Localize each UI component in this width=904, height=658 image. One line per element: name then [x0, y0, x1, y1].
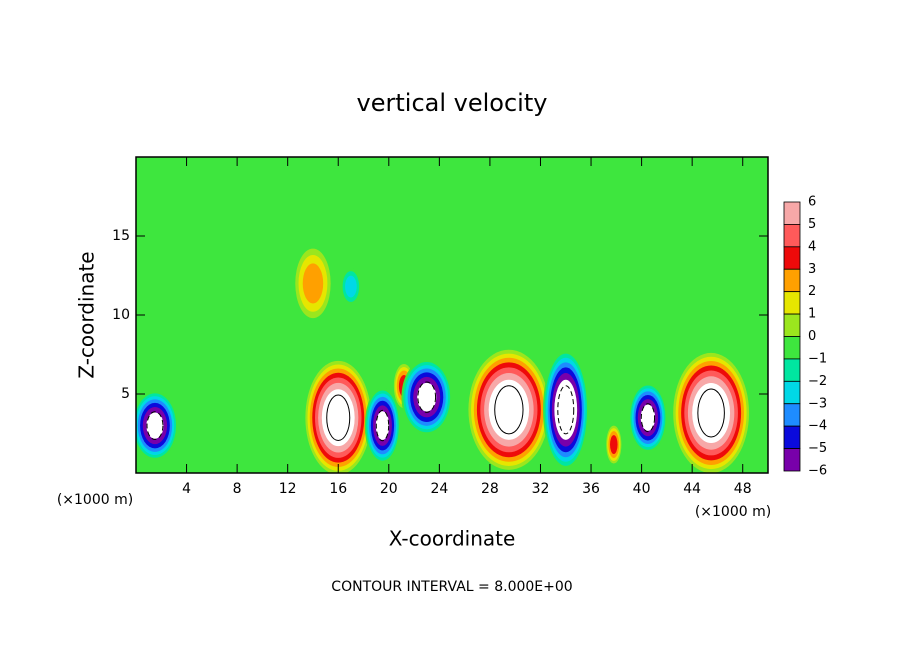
colorbar-swatch	[783, 268, 801, 293]
colorbar-swatch	[783, 313, 801, 337]
colorbar-label: −2	[808, 374, 827, 389]
y-axis-label: Z-coordinate	[75, 251, 99, 378]
footer: CONTOUR INTERVAL = 8.000E+00	[331, 579, 572, 595]
feature	[543, 349, 589, 470]
colorbar-label: 2	[808, 284, 816, 299]
y-tick-label: 5	[121, 386, 130, 402]
contour-fill	[417, 382, 437, 412]
contour-fill	[345, 275, 357, 298]
feature	[401, 359, 452, 436]
feature	[305, 360, 372, 473]
x-tick-label: 40	[633, 481, 651, 497]
feature	[364, 387, 401, 464]
colorbar-swatch	[783, 224, 801, 248]
contour-fill	[697, 391, 725, 435]
colorbar-swatch	[783, 380, 801, 405]
colorbar-label: 3	[808, 262, 816, 277]
contour-fill	[146, 412, 164, 439]
contour-line	[326, 394, 351, 441]
x-tick-label: 24	[430, 481, 448, 497]
colorbar-label: −1	[808, 351, 827, 366]
contour-line	[697, 388, 725, 438]
feature	[136, 390, 178, 461]
x-tick-label: 4	[182, 481, 191, 497]
contour-line	[494, 385, 524, 435]
x-tick-label: 16	[329, 481, 347, 497]
colorbar-swatch	[783, 425, 801, 449]
x-tick-label: 36	[582, 481, 600, 497]
x-tick-label: 48	[734, 481, 752, 497]
y-tick-label: 10	[112, 307, 130, 323]
y-tick-label: 15	[112, 228, 130, 244]
contour-fill	[494, 388, 524, 432]
colorbar-swatch	[783, 336, 801, 360]
x-tick-label: 12	[279, 481, 297, 497]
colorbar-swatch	[783, 448, 801, 472]
colorbar-label: −6	[808, 464, 827, 479]
contour-fill	[375, 411, 390, 440]
feature	[340, 267, 361, 306]
x-tick-label: 8	[233, 481, 242, 497]
x-tick-label: 28	[481, 481, 499, 497]
contour-line	[146, 411, 164, 441]
feature	[468, 349, 550, 470]
contour-fill	[610, 435, 618, 455]
colorbar-label: 1	[808, 307, 816, 322]
x-unit: (×1000 m)	[695, 504, 771, 520]
contour-line	[375, 409, 390, 442]
x-axis-label: X-coordinate	[389, 527, 516, 551]
field	[136, 157, 768, 473]
contour-fill	[302, 263, 324, 304]
feature	[628, 382, 667, 453]
colorbar-label: 4	[808, 239, 816, 254]
field-background	[136, 157, 768, 473]
colorbar-swatch	[783, 201, 801, 225]
colorbar-label: −4	[808, 419, 827, 434]
contour-line	[417, 381, 437, 413]
colorbar-label: −5	[808, 441, 827, 456]
chart-title: vertical velocity	[357, 89, 548, 117]
x-tick-label: 32	[532, 481, 550, 497]
colorbar-swatch	[783, 291, 801, 315]
colorbar-swatch	[783, 246, 801, 270]
feature	[295, 248, 331, 319]
x-tick-label: 44	[683, 481, 701, 497]
x-unit: (×1000 m)	[57, 492, 133, 508]
feature	[606, 425, 622, 464]
feature	[673, 352, 750, 473]
colorbar-swatch	[783, 403, 801, 427]
colorbar-label: 0	[808, 329, 816, 344]
contour-fill	[557, 388, 574, 432]
contour-fill	[640, 404, 656, 431]
contour-fill	[326, 397, 350, 438]
contour-line	[557, 385, 575, 435]
contour-line	[640, 403, 656, 433]
x-tick-label: 20	[380, 481, 398, 497]
colorbar-label: 6	[808, 195, 816, 210]
colorbar-label: −3	[808, 396, 827, 411]
colorbar-label: 5	[808, 217, 816, 232]
colorbar-swatch	[783, 358, 801, 382]
